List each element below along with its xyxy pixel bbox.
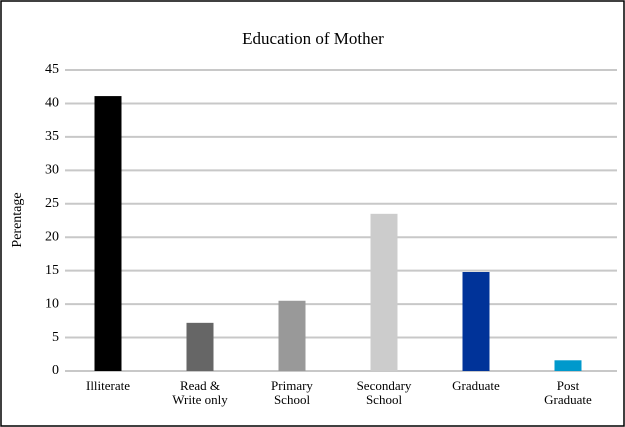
- x-tick-label: Secondary School: [357, 378, 412, 407]
- bar: [186, 322, 214, 371]
- y-tick-label: 0: [52, 363, 59, 378]
- y-tick-label: 30: [45, 163, 59, 178]
- y-tick-label: 20: [45, 229, 59, 244]
- x-tick-label: Primary School: [271, 378, 313, 407]
- y-tick-label: 10: [45, 296, 59, 311]
- x-tick-label: Illiterate: [86, 378, 130, 393]
- chart-title: Education of Mother: [242, 29, 384, 48]
- x-tick-label: Read & Write only: [172, 378, 228, 407]
- bar: [278, 300, 306, 371]
- y-tick-label: 25: [45, 196, 59, 211]
- bar: [462, 272, 490, 371]
- y-tick-label: 15: [45, 263, 59, 278]
- bar: [370, 213, 398, 371]
- y-tick-label: 40: [45, 96, 59, 111]
- x-tick-label: Graduate: [452, 378, 500, 393]
- y-axis-label: Perentage: [10, 192, 25, 247]
- y-tick-label: 45: [45, 62, 59, 77]
- bar: [554, 360, 582, 371]
- y-tick-label: 35: [45, 129, 59, 144]
- bar: [94, 96, 122, 371]
- x-tick-label: Post Graduate: [544, 378, 592, 407]
- y-tick-label: 5: [52, 330, 59, 345]
